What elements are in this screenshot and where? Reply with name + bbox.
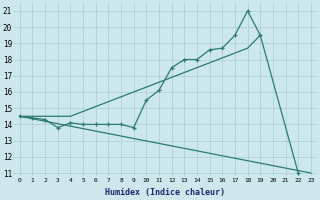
X-axis label: Humidex (Indice chaleur): Humidex (Indice chaleur): [105, 188, 225, 197]
